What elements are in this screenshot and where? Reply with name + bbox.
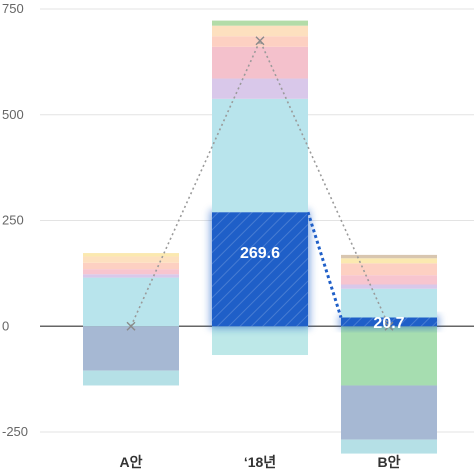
- bar-segment: [212, 25, 308, 37]
- bar-segment: [341, 439, 437, 454]
- bar-segment: [212, 78, 308, 99]
- bar-segment: [341, 263, 437, 276]
- bar-segment: [83, 256, 179, 263]
- bar-segment: [83, 274, 179, 278]
- bar-segment: [83, 269, 179, 275]
- bar-segment: [341, 385, 437, 440]
- y-tick-label: 500: [2, 107, 24, 122]
- bars: [83, 20, 439, 454]
- bar-segment: [341, 288, 437, 318]
- highlight-connector: [306, 211, 343, 318]
- labels: 750 500 250 0 -250 A안 269.6 ‘18년 20.7 B안: [2, 1, 405, 470]
- bar-segment: [83, 370, 179, 386]
- y-tick-label: 250: [2, 213, 24, 228]
- bar-segment: [212, 98, 308, 213]
- bar-value-label: 269.6: [240, 245, 280, 262]
- bar-segment: [83, 253, 179, 257]
- x-category-label: ‘18년: [244, 454, 276, 470]
- y-tick-label: 0: [2, 318, 9, 333]
- connector-lines: [126, 36, 394, 331]
- bar-segment: [83, 262, 179, 270]
- x-marker: [384, 321, 394, 331]
- bar-segment: [341, 326, 437, 386]
- x-marker: [126, 321, 136, 331]
- x-category-label: B안: [378, 454, 401, 470]
- x-marker: [255, 36, 265, 46]
- bar-segment: [341, 254, 437, 259]
- bar-segment: [83, 277, 179, 327]
- bar-segment: [212, 46, 308, 79]
- bar-segment: [212, 326, 308, 356]
- x-category-label: A안: [120, 454, 143, 470]
- bar-segment: [341, 275, 437, 285]
- bar-segment: [83, 326, 179, 371]
- bar-segment-hatch: [341, 317, 437, 327]
- y-tick-label: -250: [2, 424, 28, 439]
- bar-segment: [341, 258, 437, 264]
- bar-segment: [212, 20, 308, 26]
- bar-segment: [341, 284, 437, 289]
- y-tick-label: 750: [2, 1, 24, 16]
- bar-segment-hatch: [212, 212, 308, 327]
- bar-value-label: 20.7: [373, 315, 404, 332]
